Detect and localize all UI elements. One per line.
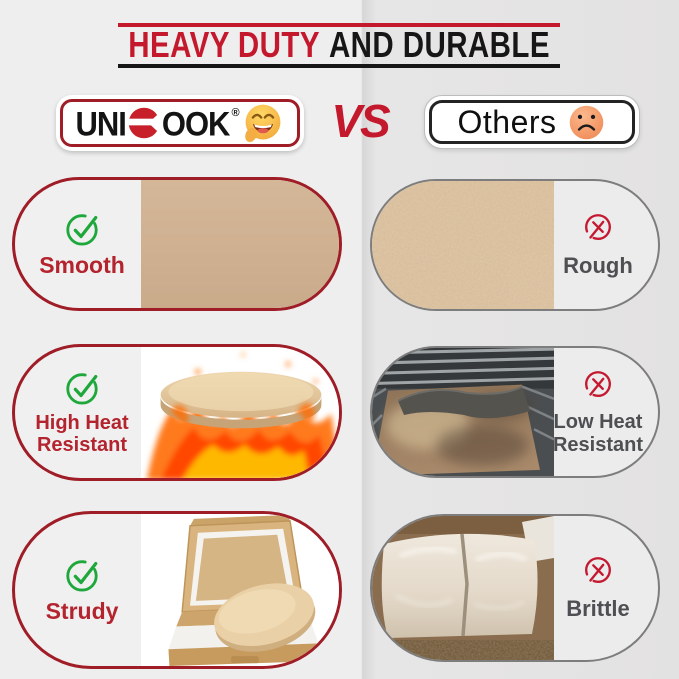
brittle-label: Brittle [566, 596, 630, 622]
others-label: Others [457, 103, 557, 140]
smooth-stone-surface-photo [141, 180, 339, 308]
unicook-brand-badge: UNI OOK ® [56, 95, 304, 151]
brand-name-pre: UNI [75, 103, 126, 143]
row-rough-others-pill: Rough [370, 179, 660, 311]
page-title: HEAVY DUTY AND DURABLE [0, 24, 679, 65]
row-heat-unicook-pill: High Heat Resistant [12, 344, 342, 481]
row-heat-others-pill: Low Heat Resistant [370, 346, 660, 478]
laughing-face-emoji-icon [241, 101, 285, 145]
title-highlight: HEAVY DUTY [128, 24, 321, 65]
row-sturdy-unicook-pill: Strudy [12, 511, 342, 669]
title-rest: AND DURABLE [329, 24, 551, 65]
cross-circle-icon [581, 554, 615, 588]
pizza-stone-over-flames-photo [141, 347, 339, 478]
stone-packed-in-box-photo [141, 514, 339, 666]
cracked-wrapped-stone-photo [372, 516, 554, 660]
row-brittle-others-pill: Brittle [370, 514, 660, 662]
check-circle-icon [64, 556, 100, 592]
vs-label: VS [331, 95, 390, 147]
smooth-label: Smooth [39, 251, 125, 278]
others-badge: Others [424, 95, 640, 149]
check-circle-icon [64, 369, 100, 405]
registered-trademark: ® [231, 107, 240, 119]
sturdy-label: Strudy [45, 597, 119, 624]
rough-label: Rough [563, 253, 633, 279]
brand-name-post: OOK [161, 103, 231, 143]
cross-circle-icon [581, 368, 615, 402]
row-smooth-unicook-pill: Smooth [12, 177, 342, 311]
high-heat-label: High Heat Resistant [35, 411, 129, 456]
rough-stone-surface-photo [372, 181, 554, 309]
scorched-stone-on-grill-photo [372, 348, 554, 476]
low-heat-label: Low Heat Resistant [552, 411, 644, 456]
sad-face-emoji-icon [566, 102, 607, 143]
header-bottom-rule [118, 64, 560, 68]
cross-circle-icon [581, 211, 615, 245]
header-top-rule [118, 23, 560, 27]
check-circle-icon [64, 210, 100, 246]
unicook-c-mark-icon [125, 105, 162, 141]
